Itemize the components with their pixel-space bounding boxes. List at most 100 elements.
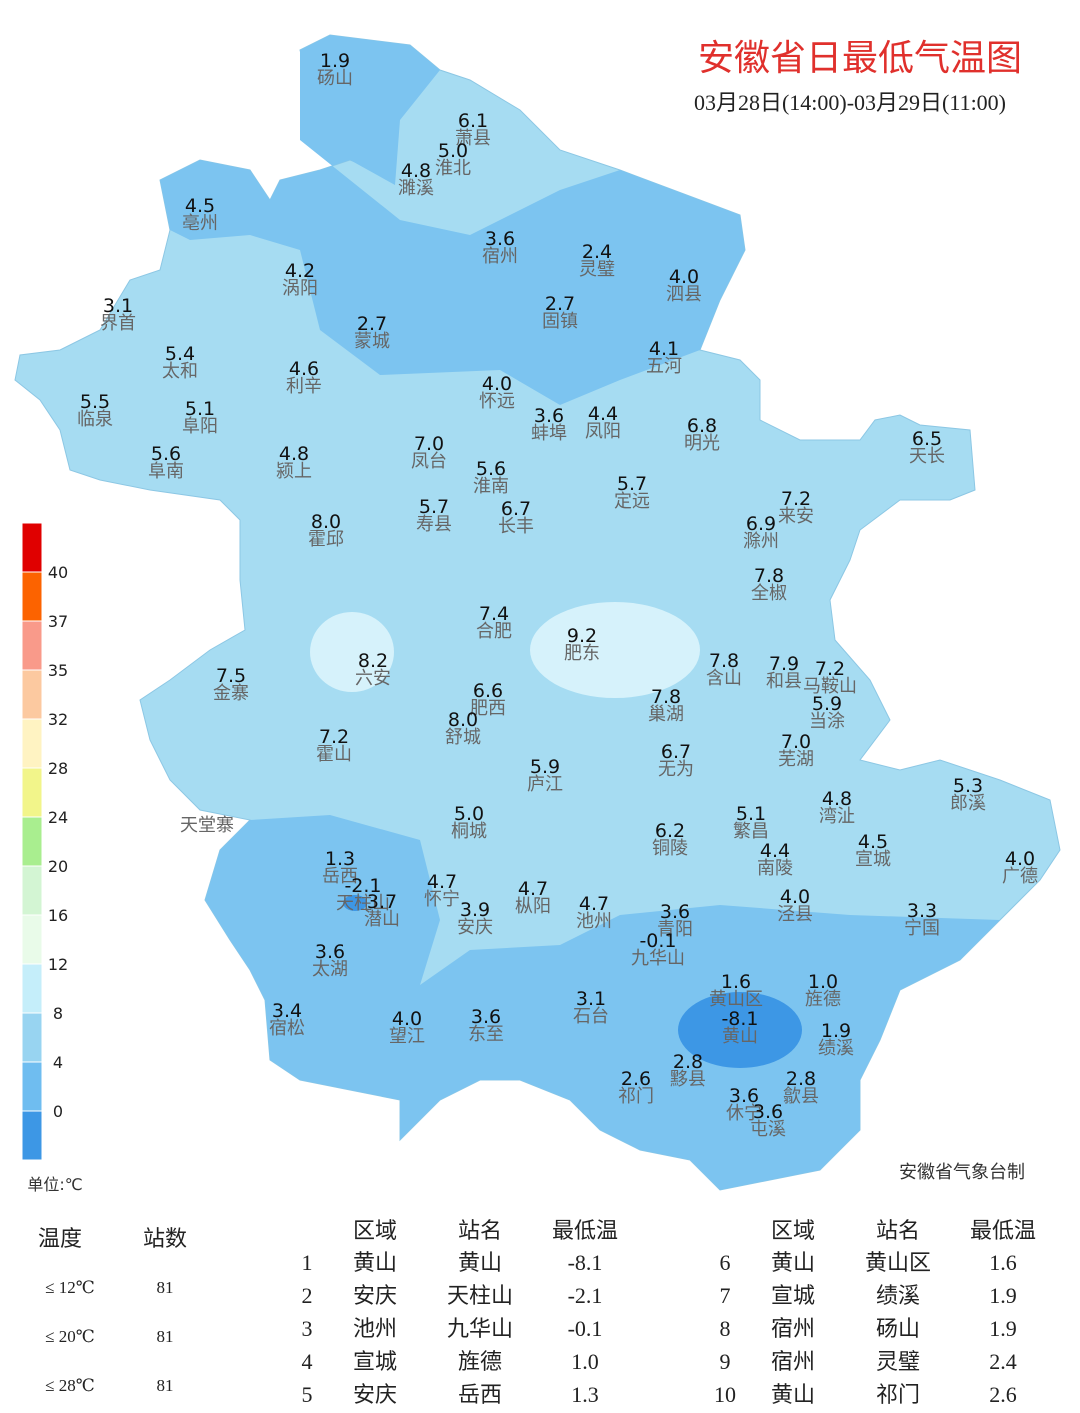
station-value: 6.2 bbox=[655, 820, 685, 842]
station-value: 5.7 bbox=[617, 473, 647, 495]
station-name: 阜南 bbox=[148, 461, 184, 482]
station-name: 滁州 bbox=[743, 531, 779, 552]
table-header: 站名 bbox=[876, 1218, 920, 1243]
station-value: 7.2 bbox=[319, 726, 349, 748]
station-name: 巢湖 bbox=[648, 704, 684, 725]
station-name: 枞阳 bbox=[515, 896, 551, 917]
station-name: 南陵 bbox=[757, 858, 793, 879]
table-cell: 黄山 bbox=[771, 1250, 815, 1275]
station-value: 3.4 bbox=[272, 1000, 302, 1022]
stats-cell: ≤ 12℃ bbox=[45, 1278, 95, 1297]
subtitle: 03月28日(14:00)-03月29日(11:00) bbox=[694, 90, 1006, 115]
station-value: 2.8 bbox=[786, 1068, 816, 1090]
station-value: 3.6 bbox=[729, 1085, 759, 1107]
stats-cell: 81 bbox=[157, 1278, 174, 1297]
station-name: 铜陵 bbox=[652, 838, 688, 859]
place-name: 天堂寨 bbox=[180, 815, 234, 836]
stats-header: 温度 bbox=[38, 1226, 82, 1251]
table-cell: 1.0 bbox=[571, 1349, 599, 1374]
table-cell: 4 bbox=[302, 1349, 313, 1374]
cold-zone-south bbox=[205, 815, 1000, 1190]
station-value: 5.1 bbox=[185, 398, 215, 420]
station-value: 5.0 bbox=[454, 803, 484, 825]
station-name: 石台 bbox=[573, 1006, 609, 1027]
station-value: 4.7 bbox=[579, 893, 609, 915]
station-name: 青阳 bbox=[657, 919, 693, 940]
table-cell: 宿州 bbox=[771, 1316, 815, 1341]
station-value: 3.6 bbox=[660, 901, 690, 923]
table-cell: 安庆 bbox=[353, 1382, 397, 1407]
station-value: 4.7 bbox=[518, 878, 548, 900]
station-name: 歙县 bbox=[783, 1085, 819, 1107]
station-value: 5.6 bbox=[476, 458, 506, 480]
station-value: 5.4 bbox=[165, 343, 195, 365]
station-name: 濉溪 bbox=[398, 178, 434, 199]
legend-swatch bbox=[21, 914, 43, 965]
station-value: 2.7 bbox=[357, 313, 387, 335]
stats-cell: 81 bbox=[157, 1376, 174, 1395]
station-value: 1.9 bbox=[320, 50, 350, 72]
station-name: 舒城 bbox=[445, 727, 481, 748]
station-value: 4.4 bbox=[588, 403, 618, 425]
legend-swatch bbox=[21, 1061, 43, 1112]
station-name: 郎溪 bbox=[950, 793, 986, 814]
table-cell: 2.4 bbox=[989, 1349, 1017, 1374]
station-name: 霍邱 bbox=[308, 529, 344, 550]
station-value: 5.1 bbox=[736, 803, 766, 825]
station-name: 马鞍山 bbox=[803, 676, 857, 697]
stats-cell: 81 bbox=[157, 1327, 174, 1346]
station-name: 天长 bbox=[909, 446, 945, 467]
table-cell: -0.1 bbox=[568, 1316, 603, 1341]
station-name: 定远 bbox=[614, 491, 650, 512]
table-cell: 3 bbox=[302, 1316, 313, 1341]
station-value: 6.5 bbox=[912, 428, 942, 450]
table-cell: 池州 bbox=[353, 1316, 397, 1341]
stats-header: 站数 bbox=[143, 1226, 187, 1251]
station-name: 绩溪 bbox=[818, 1038, 854, 1059]
station-name: 桐城 bbox=[451, 821, 487, 842]
station-name: 砀山 bbox=[317, 68, 353, 89]
station-name: 东至 bbox=[468, 1024, 504, 1045]
station-name: 蒙城 bbox=[354, 331, 390, 352]
station-name: 淮南 bbox=[473, 476, 509, 497]
station-value: 8.2 bbox=[358, 650, 388, 672]
table-cell: 1 bbox=[302, 1250, 313, 1275]
station-value: 5.0 bbox=[438, 140, 468, 162]
table-cell: 黄山 bbox=[771, 1382, 815, 1407]
station-value: 4.8 bbox=[401, 160, 431, 182]
legend-label: 12 bbox=[48, 955, 68, 974]
table-header: 区域 bbox=[353, 1218, 397, 1243]
table-cell: 5 bbox=[302, 1382, 313, 1407]
station-name: 亳州 bbox=[182, 213, 218, 234]
cold-zone-north bbox=[160, 35, 745, 405]
station-value: 5.9 bbox=[812, 693, 842, 715]
station-value: 5.7 bbox=[419, 496, 449, 518]
station-value: 4.5 bbox=[858, 831, 888, 853]
station-value: 6.7 bbox=[661, 741, 691, 763]
station-value: 7.2 bbox=[815, 658, 845, 680]
station-value: 1.0 bbox=[808, 971, 838, 993]
station-value: -0.1 bbox=[639, 930, 676, 952]
station-value: -8.1 bbox=[721, 1008, 758, 1030]
station-value: 1.9 bbox=[821, 1020, 851, 1042]
station-name: 太和 bbox=[162, 361, 198, 382]
station-name: 宁国 bbox=[904, 918, 940, 939]
station-value: 4.2 bbox=[285, 260, 315, 282]
station-value: 7.8 bbox=[651, 686, 681, 708]
station-name: 临泉 bbox=[77, 409, 113, 430]
legend-swatch bbox=[21, 522, 43, 573]
station-value: 4.0 bbox=[392, 1008, 422, 1030]
warm-zone bbox=[530, 602, 700, 698]
legend-swatch bbox=[21, 718, 43, 769]
station-name: 肥西 bbox=[470, 698, 506, 719]
station-value: 7.8 bbox=[709, 650, 739, 672]
legend-swatch bbox=[21, 963, 43, 1014]
station-name: 旌德 bbox=[805, 989, 841, 1010]
station-name: 明光 bbox=[684, 433, 720, 454]
station-name: 金寨 bbox=[213, 683, 249, 704]
station-value: 3.7 bbox=[367, 891, 397, 913]
station-name: 广德 bbox=[1002, 866, 1038, 887]
station-name: 天柱山 bbox=[336, 893, 390, 914]
station-name: 寿县 bbox=[416, 514, 452, 535]
